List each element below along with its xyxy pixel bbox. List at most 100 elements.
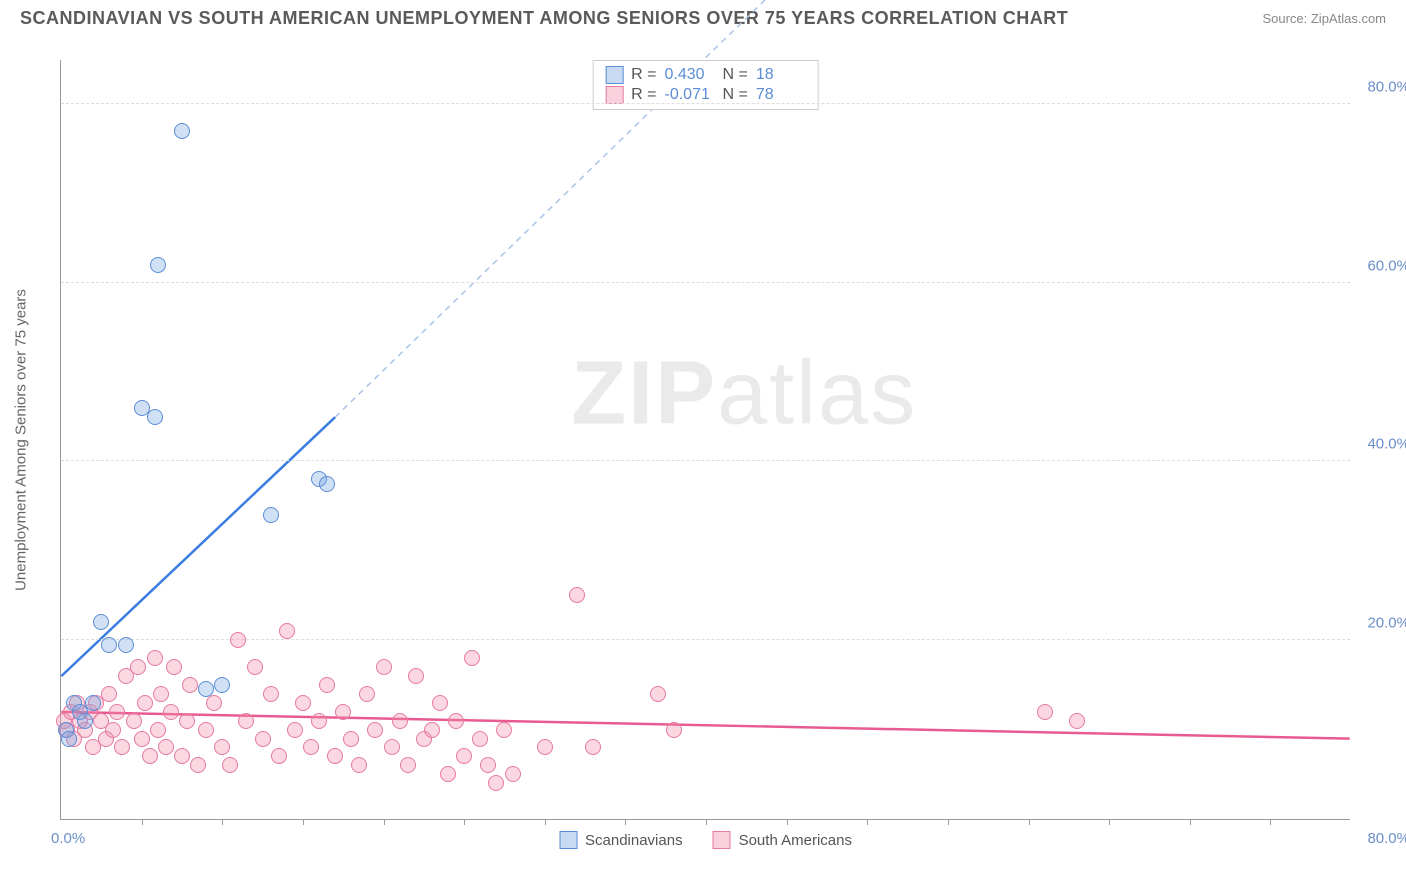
scatter-point-south-american: [408, 668, 424, 684]
scatter-point-south-american: [134, 731, 150, 747]
y-tick-label: 40.0%: [1355, 436, 1406, 453]
chart-title: SCANDINAVIAN VS SOUTH AMERICAN UNEMPLOYM…: [20, 8, 1068, 29]
x-tick-mark: [706, 819, 707, 825]
n-label: N =: [723, 66, 748, 84]
scatter-point-south-american: [105, 722, 121, 738]
x-tick-mark: [545, 819, 546, 825]
scatter-point-south-american: [142, 748, 158, 764]
scatter-point-scandinavian: [263, 507, 279, 523]
scatter-point-south-american: [311, 713, 327, 729]
y-tick-label: 80.0%: [1355, 78, 1406, 95]
trend-line: [61, 417, 335, 676]
scatter-point-south-american: [440, 766, 456, 782]
scatter-point-south-american: [238, 713, 254, 729]
x-tick-mark: [303, 819, 304, 825]
x-tick-mark: [1109, 819, 1110, 825]
scatter-point-south-american: [666, 722, 682, 738]
scatter-point-south-american: [456, 748, 472, 764]
scatter-point-south-american: [271, 748, 287, 764]
legend-item: Scandinavians: [559, 831, 683, 849]
scatter-point-scandinavian: [101, 637, 117, 653]
scatter-point-south-american: [263, 686, 279, 702]
r-value: -0.071: [665, 86, 715, 104]
scatter-point-south-american: [126, 713, 142, 729]
scatter-point-south-american: [279, 623, 295, 639]
trend-lines-layer: [61, 60, 1350, 819]
scatter-point-scandinavian: [174, 123, 190, 139]
chart-legend: Scandinavians South Americans: [559, 831, 852, 849]
scatter-point-south-american: [319, 677, 335, 693]
n-value: 18: [756, 66, 806, 84]
scatter-point-south-american: [384, 739, 400, 755]
series-swatch: [605, 66, 623, 84]
scatter-point-scandinavian: [150, 257, 166, 273]
x-axis-min-label: 0.0%: [51, 830, 85, 847]
scatter-point-south-american: [163, 704, 179, 720]
x-tick-mark: [384, 819, 385, 825]
scatter-point-south-american: [472, 731, 488, 747]
scatter-point-scandinavian: [214, 677, 230, 693]
scatter-point-scandinavian: [85, 695, 101, 711]
scatter-point-south-american: [359, 686, 375, 702]
x-axis-max-label: 80.0%: [1355, 830, 1406, 847]
scatter-point-south-american: [153, 686, 169, 702]
gridline: [61, 282, 1350, 283]
scatter-point-south-american: [166, 659, 182, 675]
scatter-point-scandinavian: [147, 409, 163, 425]
scatter-point-scandinavian: [198, 681, 214, 697]
scatter-point-south-american: [137, 695, 153, 711]
scatter-point-south-american: [287, 722, 303, 738]
scatter-point-south-american: [295, 695, 311, 711]
scatter-point-south-american: [109, 704, 125, 720]
chart-header: SCANDINAVIAN VS SOUTH AMERICAN UNEMPLOYM…: [0, 0, 1406, 33]
scatter-point-south-american: [303, 739, 319, 755]
gridline: [61, 639, 1350, 640]
gridline: [61, 103, 1350, 104]
r-value: 0.430: [665, 66, 715, 84]
stats-row: R = 0.430 N = 18: [605, 65, 806, 85]
scatter-point-south-american: [214, 739, 230, 755]
scatter-point-south-american: [114, 739, 130, 755]
scatter-point-south-american: [255, 731, 271, 747]
legend-label: South Americans: [739, 832, 852, 849]
scatter-point-south-american: [182, 677, 198, 693]
scatter-point-south-american: [432, 695, 448, 711]
scatter-point-south-american: [424, 722, 440, 738]
scatter-point-scandinavian: [77, 713, 93, 729]
x-tick-mark: [867, 819, 868, 825]
scatter-point-south-american: [496, 722, 512, 738]
n-value: 78: [756, 86, 806, 104]
scatter-point-south-american: [247, 659, 263, 675]
scatter-point-south-american: [392, 713, 408, 729]
scatter-point-south-american: [147, 650, 163, 666]
scatter-point-south-american: [343, 731, 359, 747]
scatter-point-south-american: [505, 766, 521, 782]
x-tick-mark: [1190, 819, 1191, 825]
x-tick-mark: [787, 819, 788, 825]
scatter-point-south-american: [367, 722, 383, 738]
scatter-point-south-american: [335, 704, 351, 720]
scatter-point-south-american: [376, 659, 392, 675]
scatter-point-south-american: [1037, 704, 1053, 720]
scatter-point-south-american: [569, 587, 585, 603]
scatter-point-south-american: [130, 659, 146, 675]
scatter-point-south-american: [327, 748, 343, 764]
scatter-point-south-american: [464, 650, 480, 666]
x-tick-mark: [625, 819, 626, 825]
scatter-point-south-american: [198, 722, 214, 738]
r-label: R =: [631, 86, 656, 104]
scatter-point-south-american: [101, 686, 117, 702]
r-label: R =: [631, 66, 656, 84]
x-tick-mark: [948, 819, 949, 825]
scatter-point-south-american: [222, 757, 238, 773]
scatter-point-south-american: [179, 713, 195, 729]
scatter-point-south-american: [480, 757, 496, 773]
legend-swatch: [713, 831, 731, 849]
legend-swatch: [559, 831, 577, 849]
n-label: N =: [723, 86, 748, 104]
legend-label: Scandinavians: [585, 832, 683, 849]
scatter-point-south-american: [650, 686, 666, 702]
scatter-point-south-american: [190, 757, 206, 773]
scatter-point-south-american: [1069, 713, 1085, 729]
scatter-point-south-american: [537, 739, 553, 755]
